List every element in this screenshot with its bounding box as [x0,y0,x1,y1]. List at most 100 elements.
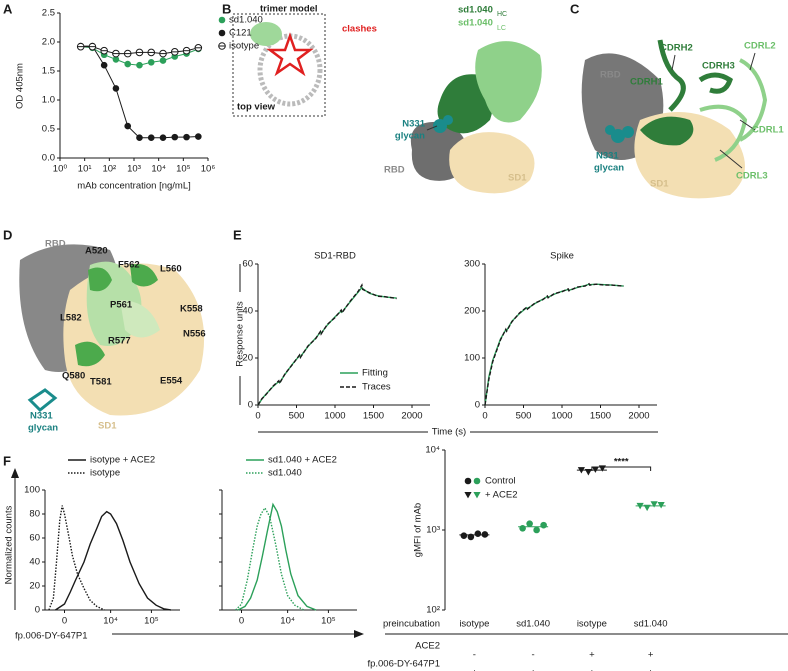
label: P561 [110,300,133,311]
inset-box [232,13,326,117]
legend-label: + ACE2 [485,490,517,501]
legend-marker [464,477,472,485]
condition-cell: - [473,650,476,661]
legend-item: C121 [218,28,252,39]
marker [584,469,592,476]
label: L560 [160,264,182,275]
legend-marker [464,492,472,499]
category-label: sd1.040 [634,619,668,630]
cdrl3 [699,104,748,162]
label: glycan [395,131,425,142]
marker [100,61,108,69]
epitope [75,341,105,367]
chart-title: SD1-RBD [314,251,356,262]
significance-bracket [591,466,652,471]
label: CDRL1 [752,125,784,136]
x-tick-label: 1000 [324,411,345,422]
y-tick-label: 0.5 [42,124,55,135]
marker [159,57,167,64]
label: CDRH2 [660,43,693,54]
x-tick-label: 10⁴ [280,616,295,627]
label: top view [237,102,276,113]
y-tick-label: 20 [242,353,253,364]
x-tick-label: 1500 [590,411,611,422]
label: RBD [384,165,405,176]
glycan [27,388,58,413]
y-tick-label: 60 [29,533,40,544]
legend-marker [218,29,226,37]
label: T581 [90,377,112,388]
legend-item: sd1.040 [218,15,263,26]
significance-label: **** [614,457,629,468]
line-series [48,505,105,611]
y-tick-label: 40 [29,557,40,568]
y-tick-label: 2.0 [42,37,55,48]
epitope [120,300,160,338]
marker [112,56,120,63]
y-tick-label: 100 [464,353,480,364]
x-tick-label: 0 [62,616,67,627]
condition-cell: + [530,668,536,671]
label: glycan [594,163,624,174]
y-tick-label: 200 [464,306,480,317]
sd1-surface [449,132,535,194]
label: Q580 [62,371,85,382]
legend-label: isotype + ACE2 [90,455,155,466]
x-tick-label: 10² [102,164,116,175]
label: R577 [108,336,131,347]
label: trimer model [260,4,318,15]
cdrh3 [698,72,733,94]
legend-label: Traces [362,382,391,393]
legend-item: isotype [218,41,259,52]
panel-label: B [222,1,231,16]
condition-label: ACE2 [415,641,440,652]
glycan [443,115,453,125]
line-series [80,45,199,139]
label: E554 [160,376,183,387]
y-tick-label: 1.0 [42,95,55,106]
marker [657,502,665,509]
line-series [484,283,624,406]
x-axis-label: fp.006-DY-647P1 [15,631,88,642]
label: CDRH1 [630,77,663,88]
label: K558 [180,304,203,315]
legend-marker [218,16,226,24]
label: HC [497,11,507,18]
x-tick-label: 10⁴ [103,616,118,627]
marker [147,59,155,66]
leader [719,149,743,169]
marker [112,85,120,92]
leader [671,54,676,71]
structure-b [232,13,542,194]
x-tick-label: 10⁰ [53,164,68,175]
glycan [433,119,447,133]
y-tick-label: 300 [464,259,480,270]
marker [650,501,658,508]
label: SD1 [508,173,527,184]
marker [183,133,190,141]
x-tick-label: 2000 [628,411,649,422]
marker [124,122,132,130]
marker [159,134,167,141]
legend-label: sd1.040 [268,468,302,479]
glycan [622,126,634,138]
y-axis-label: Normalized counts [4,505,15,584]
y-tick-label: 1.5 [42,66,55,77]
leader [749,52,756,71]
label: LC [497,25,506,32]
y-tick-label: 0 [475,400,480,411]
y-tick-label: 60 [242,259,253,270]
panel-label: E [233,227,242,242]
y-tick-label: 10² [426,605,440,616]
x-axis-label: Time (s) [432,427,466,438]
label: SD1 [650,179,669,190]
y-tick-label: 20 [29,581,40,592]
x-tick-label: 2000 [401,411,422,422]
y-tick-label: 0 [248,400,253,411]
label: CDRL2 [744,41,776,52]
x-tick-label: 10⁴ [151,164,166,175]
line-series [237,502,317,611]
epitope [88,267,112,292]
line-series [484,282,624,406]
category-label: isotype [459,619,489,630]
